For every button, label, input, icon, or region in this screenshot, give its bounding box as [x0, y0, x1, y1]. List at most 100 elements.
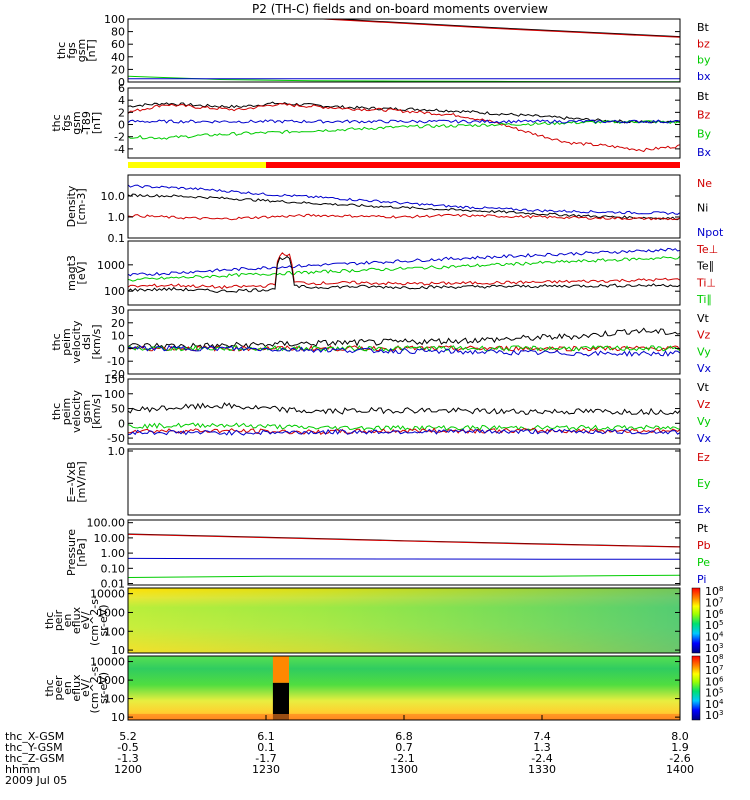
- colorbar-tick-exponent: 4: [719, 631, 724, 639]
- series-Vt-line: [128, 327, 680, 350]
- colorbar-tick-exponent: 3: [719, 709, 723, 717]
- y-tick-label: 0.1: [108, 232, 126, 245]
- y-axis-label-line: [cm-3]: [75, 188, 88, 224]
- x-tick-label: -0.5: [117, 741, 138, 754]
- series-Pb-line: [128, 533, 680, 548]
- panel-frame: [127, 240, 681, 306]
- panel-frame: [127, 378, 681, 445]
- y-axis-label: thcpeimvelocitydsl[km/s]: [50, 320, 103, 363]
- colorbar-tick-exponent: 4: [719, 698, 724, 706]
- legend-By: By: [697, 127, 712, 140]
- x-tick-label: 1330: [528, 763, 556, 776]
- colorbar-tick-base: 10: [705, 675, 719, 688]
- colorbar-tick-label: 107: [705, 664, 723, 677]
- y-axis-label-line: Pressure: [65, 529, 78, 576]
- y-axis-label-line: peim: [60, 328, 73, 356]
- x-tick-label: 1.9: [671, 741, 689, 754]
- legend-Ey: Ey: [697, 477, 711, 490]
- colorbar-tick-base: 10: [705, 596, 719, 609]
- y-tick-label: 1.0: [108, 211, 126, 224]
- y-axis-label-line: thc: [43, 679, 56, 696]
- y-tick-label: -20: [107, 368, 125, 381]
- series-Ti⊥-line: [128, 247, 680, 277]
- spectrogram-gap: [272, 682, 289, 720]
- legend-Pb: Pb: [697, 539, 711, 552]
- y-axis-label-line: en: [61, 614, 74, 628]
- legend-Vt: Vt: [697, 381, 710, 394]
- y-axis-label: Pressure[nPa]: [65, 529, 88, 576]
- x-tick-label: 1.3: [533, 741, 551, 754]
- y-axis-label-line: thc: [43, 612, 56, 629]
- y-tick-label: 80: [111, 26, 125, 39]
- y-axis-label-line: eV/: [79, 611, 92, 629]
- series-Bt-line: [326, 19, 680, 38]
- y-axis-label: E=-VxB[mV/m]: [65, 461, 88, 502]
- legend-Ex: Ex: [697, 503, 711, 516]
- y-axis-label-line: Density: [65, 185, 78, 227]
- y-axis-label: magt3[eV]: [65, 255, 88, 291]
- spectrogram-burst: [272, 656, 289, 683]
- x-tick-label: 6.1: [257, 730, 275, 743]
- series-Vz-line: [128, 427, 680, 436]
- legend-Ni: Ni: [697, 202, 708, 215]
- colorbar: [691, 655, 701, 721]
- series-Vx-line: [128, 428, 680, 436]
- y-tick-label: 0.10: [101, 562, 126, 575]
- panel-frame: [127, 309, 681, 375]
- y-axis-label-line: velocity: [70, 320, 83, 363]
- series-Bz-line: [128, 102, 680, 153]
- y-axis-label-line: [nT]: [90, 112, 103, 134]
- y-tick-label: -10: [107, 355, 125, 368]
- colorbar-tick-label: 105: [705, 687, 723, 700]
- y-axis-label-line: peer: [52, 675, 65, 701]
- y-axis-label-line: thc: [50, 333, 63, 350]
- colorbar-tick-exponent: 7: [719, 664, 723, 672]
- legend-Bt: Bt: [697, 90, 710, 103]
- colorbar-tick-base: 10: [705, 698, 719, 711]
- y-axis-label-line: (cm^2-s-: [88, 595, 101, 646]
- colorbar-tick-base: 10: [705, 687, 719, 700]
- y-tick-label: 0: [118, 342, 125, 355]
- y-tick-label: 100: [104, 625, 125, 638]
- colorbar-tick-base: 10: [705, 653, 719, 666]
- colorbar-tick-label: 103: [705, 642, 723, 655]
- y-axis-label-line: thc: [50, 403, 63, 420]
- y-axis-label-line: gsm: [80, 400, 93, 423]
- legend-Pe: Pe: [697, 556, 710, 569]
- x-tick-label: 0.1: [257, 741, 275, 754]
- y-tick-label: 50: [111, 403, 125, 416]
- y-axis-label: thcfgsgsm-T89[nT]: [50, 111, 103, 135]
- colorbar-tick-label: 106: [705, 675, 724, 688]
- y-tick-label: 60: [111, 38, 125, 51]
- series-Pi-line: [128, 557, 680, 560]
- panel-efield: Ez Ey Ex 1.0 E=-VxB[mV/m]: [65, 445, 711, 516]
- x-tick-label: 1200: [114, 763, 142, 776]
- y-tick-label: 2: [118, 106, 125, 119]
- y-tick-label: 100: [104, 388, 125, 401]
- y-tick-label: 100: [104, 13, 125, 26]
- legend-Pi: Pi: [697, 573, 706, 586]
- panel-frame: [127, 18, 681, 83]
- y-tick-label: 20: [111, 63, 125, 76]
- legend-Npot: Npot: [697, 226, 724, 239]
- legend-Ne: Ne: [697, 177, 712, 190]
- legend-Vz: Vz: [697, 398, 711, 411]
- y-axis-label-line: eflux: [70, 606, 83, 634]
- y-axis-label: thcpeerenefluxeV/(cm^2-s-sr-eV): [43, 663, 110, 714]
- panel-frame: [127, 87, 681, 159]
- spectrogram-fill: [128, 656, 680, 720]
- x-tick-label: 0.7: [395, 741, 413, 754]
- colorbar-tick-label: 107: [705, 596, 723, 609]
- mode-bar-segment: [128, 162, 266, 168]
- colorbar-tick-base: 10: [705, 664, 719, 677]
- legend-Vz: Vz: [697, 329, 711, 342]
- panel-velocity-gsm: Vt Vz Vy Vx 150 100 500 -50 thcpeimvelocitygsm[k…: [50, 373, 712, 445]
- y-tick-label: 1000: [97, 259, 125, 272]
- legend-Ti⊥: Ti⊥: [696, 276, 716, 289]
- y-axis-label-line: gsm: [70, 111, 83, 134]
- y-tick-label: 6: [118, 82, 125, 95]
- series-Ni-line: [128, 193, 680, 221]
- x-tick-label: -2.1: [393, 752, 414, 765]
- y-axis-label-line: peir: [52, 609, 65, 631]
